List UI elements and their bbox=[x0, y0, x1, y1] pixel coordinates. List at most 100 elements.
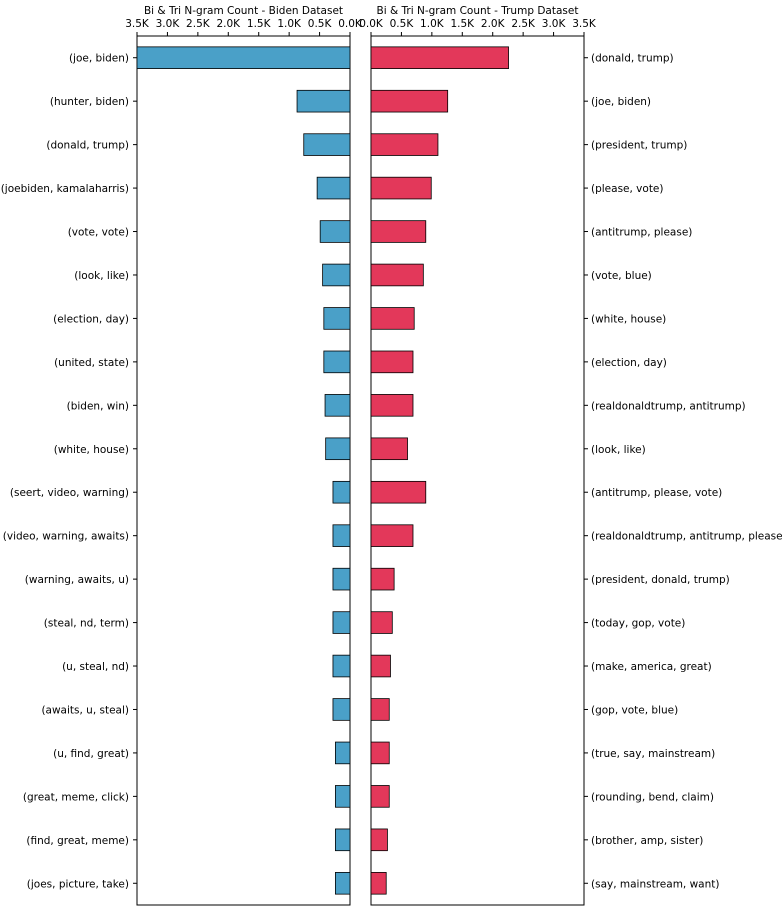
x-tick-label: 2.0K bbox=[481, 18, 506, 30]
bar bbox=[332, 698, 351, 721]
bar bbox=[370, 828, 388, 852]
category-label: (united, state) bbox=[54, 357, 129, 369]
category-label: (antitrump, please) bbox=[591, 227, 692, 239]
category-label: (awaits, u, steal) bbox=[41, 704, 129, 716]
category-label: (realdonaldtrump, antitrump, please) bbox=[591, 531, 782, 543]
bar bbox=[323, 307, 351, 330]
bar bbox=[370, 133, 439, 156]
category-label: (election, day) bbox=[53, 313, 129, 325]
category-label: (say, mainstream, want) bbox=[591, 878, 720, 890]
bar bbox=[370, 263, 424, 287]
category-label: (joebiden, kamalaharris) bbox=[1, 183, 129, 195]
x-tick-label: 2.5K bbox=[511, 18, 536, 30]
chart-title: Bi & Tri N-gram Count - Trump Dataset bbox=[377, 5, 579, 17]
panel-frame bbox=[370, 35, 585, 906]
x-tick-label: 3.5K bbox=[572, 18, 597, 30]
x-tick-label: 3.5K bbox=[125, 18, 150, 30]
bar bbox=[334, 828, 351, 852]
bar bbox=[296, 89, 351, 113]
bar bbox=[370, 480, 427, 504]
bar bbox=[323, 350, 351, 374]
chart-title: Bi & Tri N-gram Count - Biden Dataset bbox=[144, 5, 343, 17]
category-label: (vote, vote) bbox=[68, 227, 129, 239]
bar bbox=[370, 394, 414, 417]
bar bbox=[332, 611, 351, 634]
x-tick-label: 2.5K bbox=[186, 18, 211, 30]
x-tick-label: 2.0K bbox=[216, 18, 241, 30]
x-tick-label: 0.0K bbox=[359, 18, 384, 30]
category-label: (gop, vote, blue) bbox=[591, 704, 678, 716]
category-label: (look, like) bbox=[74, 270, 129, 282]
category-label: (president, donald, trump) bbox=[591, 574, 730, 586]
bar bbox=[370, 872, 387, 895]
bar bbox=[370, 176, 432, 200]
category-label: (u, find, great) bbox=[53, 748, 129, 760]
bar bbox=[370, 437, 408, 461]
x-tick-label: 1.5K bbox=[247, 18, 272, 30]
bar bbox=[370, 524, 414, 547]
x-tick-label: 3.0K bbox=[542, 18, 567, 30]
panel-frame bbox=[136, 35, 351, 906]
category-label: (white, house) bbox=[591, 313, 666, 325]
x-tick-label: 0.0K bbox=[338, 18, 363, 30]
bar bbox=[370, 307, 415, 330]
category-label: (president, trump) bbox=[591, 140, 687, 152]
category-label: (donald, trump) bbox=[591, 53, 674, 65]
bar bbox=[325, 437, 351, 461]
category-label: (steal, nd, term) bbox=[44, 618, 129, 630]
category-label: (biden, win) bbox=[67, 400, 129, 412]
bar bbox=[324, 394, 351, 417]
x-tick-label: 1.0K bbox=[277, 18, 302, 30]
category-label: (brother, amp, sister) bbox=[591, 835, 703, 847]
bar bbox=[370, 785, 390, 808]
bar bbox=[370, 46, 509, 69]
category-label: (realdonaldtrump, antitrump) bbox=[591, 400, 746, 412]
category-label: (please, vote) bbox=[591, 183, 664, 195]
x-tick-label: 1.5K bbox=[450, 18, 475, 30]
category-label: (rounding, bend, claim) bbox=[591, 791, 714, 803]
x-tick-label: 0.5K bbox=[390, 18, 415, 30]
category-label: (make, america, great) bbox=[591, 661, 712, 673]
bar bbox=[370, 567, 395, 591]
bar bbox=[332, 524, 351, 547]
bar bbox=[136, 46, 351, 69]
category-label: (great, meme, click) bbox=[23, 791, 129, 803]
bar bbox=[370, 698, 390, 721]
bar bbox=[322, 263, 351, 287]
category-label: (seert, video, warning) bbox=[10, 487, 129, 499]
category-label: (hunter, biden) bbox=[50, 96, 129, 108]
bar bbox=[332, 654, 351, 678]
category-label: (find, great, meme) bbox=[26, 835, 129, 847]
category-label: (warning, awaits, u) bbox=[25, 574, 129, 586]
x-tick-label: 3.0K bbox=[156, 18, 181, 30]
category-label: (white, house) bbox=[54, 444, 129, 456]
category-label: (video, warning, awaits) bbox=[3, 531, 129, 543]
bar bbox=[370, 220, 427, 243]
bar bbox=[370, 611, 393, 634]
bar bbox=[303, 133, 351, 156]
bar bbox=[332, 480, 351, 504]
category-label: (look, like) bbox=[591, 444, 646, 456]
x-tick-label: 1.0K bbox=[420, 18, 445, 30]
bar bbox=[370, 350, 414, 374]
bar bbox=[332, 567, 351, 591]
bar bbox=[334, 785, 351, 808]
category-label: (donald, trump) bbox=[46, 140, 129, 152]
category-label: (vote, blue) bbox=[591, 270, 652, 282]
category-label: (today, gop, vote) bbox=[591, 618, 685, 630]
bar bbox=[319, 220, 351, 243]
bar bbox=[334, 741, 351, 765]
category-label: (joe, biden) bbox=[69, 53, 129, 65]
category-label: (joes, picture, take) bbox=[27, 878, 129, 890]
category-label: (true, say, mainstream) bbox=[591, 748, 715, 760]
bar bbox=[370, 89, 449, 113]
bar bbox=[316, 176, 351, 200]
category-label: (u, steal, nd) bbox=[62, 661, 129, 673]
category-label: (antitrump, please, vote) bbox=[591, 487, 722, 499]
x-tick-label: 0.5K bbox=[308, 18, 333, 30]
bar bbox=[334, 872, 351, 895]
category-label: (election, day) bbox=[591, 357, 667, 369]
bar bbox=[370, 654, 391, 678]
bar bbox=[370, 741, 390, 765]
